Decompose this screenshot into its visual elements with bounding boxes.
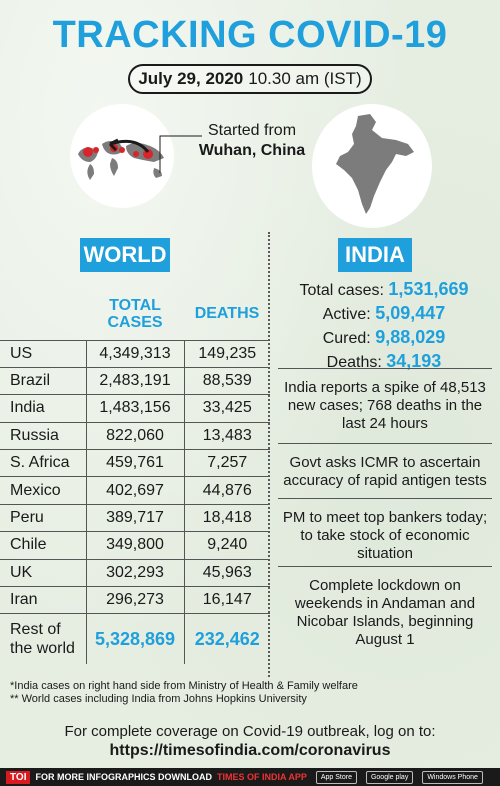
deaths-cell: 33,425 (184, 394, 270, 423)
country-name: Chile (0, 531, 86, 560)
news-item: Govt asks ICMR to ascertain accuracy of … (278, 443, 492, 503)
india-stats: Total cases: 1,531,669 Active: 5,09,447 … (278, 278, 490, 374)
world-map-icon (78, 138, 164, 180)
india-active-row: Active: 5,09,447 (278, 302, 490, 326)
india-deaths-row: Deaths: 34,193 (278, 350, 490, 374)
windows-phone-badge[interactable]: Windows Phone (422, 770, 483, 784)
world-map-illustration (70, 104, 174, 208)
table-row: UK 302,293 45,963 (0, 558, 270, 587)
india-badge: INDIA (338, 238, 412, 272)
table-row: Iran 296,273 16,147 (0, 586, 270, 614)
india-total-value: 1,531,669 (388, 279, 469, 299)
table-row: Chile 349,800 9,240 (0, 531, 270, 560)
india-deaths-value: 34,193 (386, 351, 442, 371)
rest-deaths: 232,462 (184, 613, 270, 664)
india-deaths-label: Deaths: (326, 354, 382, 371)
header-deaths: DEATHS (194, 305, 260, 323)
india-active-value: 5,09,447 (375, 303, 446, 323)
table-row: US 4,349,313 149,235 (0, 339, 270, 368)
table-row: S. Africa 459,761 7,257 (0, 449, 270, 477)
total-cases-cell: 822,060 (85, 421, 185, 450)
country-name: US (0, 339, 86, 368)
total-cases-cell: 459,761 (85, 449, 185, 477)
coverage-block: For complete coverage on Covid-19 outbre… (0, 722, 500, 760)
app-store-badge[interactable]: App Store (315, 770, 357, 784)
footer-bar: TOI FOR MORE INFOGRAPHICS DOWNLOAD TIMES… (0, 768, 500, 786)
date-pill: July 29, 2020 10.30 am (IST) (128, 64, 372, 94)
origin-line2: Wuhan, China (198, 142, 306, 159)
rest-cases: 5,328,869 (85, 613, 185, 664)
total-cases-cell: 302,293 (85, 558, 185, 587)
country-name: S. Africa (0, 449, 86, 477)
date-time: 10.30 am (IST) (248, 69, 362, 88)
table-row: Brazil 2,483,191 88,539 (0, 366, 270, 395)
total-cases-cell: 2,483,191 (85, 366, 185, 395)
total-cases-cell: 1,483,156 (85, 394, 185, 423)
total-cases-cell: 296,273 (85, 586, 185, 614)
total-cases-cell: 4,349,313 (85, 339, 185, 368)
total-cases-cell: 349,800 (85, 531, 185, 560)
footnote-1: *India cases on right hand side from Min… (10, 680, 358, 692)
india-map-icon (336, 114, 414, 214)
india-cured-value: 9,88,029 (375, 327, 446, 347)
country-name: Russia (0, 421, 86, 450)
deaths-cell: 9,240 (184, 531, 270, 560)
total-cases-cell: 402,697 (85, 476, 185, 505)
deaths-cell: 16,147 (184, 586, 270, 614)
world-table-header: TOTAL CASES DEATHS (0, 288, 270, 340)
india-active-label: Active: (322, 306, 371, 323)
news-item: India reports a spike of 48,513 new case… (278, 368, 492, 440)
table-row: Peru 389,717 18,418 (0, 503, 270, 532)
footer-app-name: TIMES OF INDIA APP (216, 772, 307, 782)
callout-line (159, 135, 202, 173)
country-name: India (0, 394, 86, 423)
coverage-text: For complete coverage on Covid-19 outbre… (64, 723, 436, 740)
country-name: Iran (0, 586, 86, 614)
origin-label: Started from Wuhan, China (192, 121, 312, 161)
deaths-cell: 149,235 (184, 339, 270, 368)
deaths-cell: 7,257 (184, 449, 270, 477)
total-cases-cell: 389,717 (85, 503, 185, 532)
google-play-badge[interactable]: Google play (365, 770, 414, 784)
country-name: Brazil (0, 366, 86, 395)
deaths-cell: 13,483 (184, 421, 270, 450)
deaths-cell: 44,876 (184, 476, 270, 505)
india-total-row: Total cases: 1,531,669 (278, 278, 490, 302)
table-row: India 1,483,156 33,425 (0, 394, 270, 423)
coverage-link[interactable]: https://timesofindia.com/coronavirus (109, 742, 391, 759)
origin-line1: Started from (207, 122, 297, 139)
toi-logo: TOI (6, 770, 31, 784)
country-name: UK (0, 558, 86, 587)
footnotes: *India cases on right hand side from Min… (10, 680, 490, 706)
table-row: Mexico 402,697 44,876 (0, 476, 270, 505)
country-name: Mexico (0, 476, 86, 505)
table-row-rest: Rest of the world 5,328,869 232,462 (0, 613, 270, 664)
country-name: Peru (0, 503, 86, 532)
world-badge: WORLD (80, 238, 170, 272)
world-table: TOTAL CASES DEATHS US 4,349,313 149,235 Bra… (0, 288, 270, 664)
footnote-2: ** World cases including India from John… (10, 693, 307, 705)
india-map-illustration (312, 104, 432, 228)
deaths-cell: 88,539 (184, 366, 270, 395)
rest-label: Rest of the world (0, 613, 86, 664)
india-cured-row: Cured: 9,88,029 (278, 326, 490, 350)
news-item: Complete lockdown on weekends in Andaman… (278, 566, 492, 656)
page-title: TRACKING COVID-19 (52, 14, 448, 56)
news-item: PM to meet top bankers today; to take st… (278, 498, 492, 570)
india-cured-label: Cured: (322, 330, 371, 347)
table-row: Russia 822,060 13,483 (0, 421, 270, 450)
footer-text: FOR MORE INFOGRAPHICS DOWNLOAD (35, 772, 212, 782)
india-total-label: Total cases: (299, 282, 384, 299)
header-total-cases: TOTAL CASES (107, 296, 163, 331)
deaths-cell: 18,418 (184, 503, 270, 532)
deaths-cell: 45,963 (184, 558, 270, 587)
date-day: July 29, 2020 (138, 69, 244, 88)
